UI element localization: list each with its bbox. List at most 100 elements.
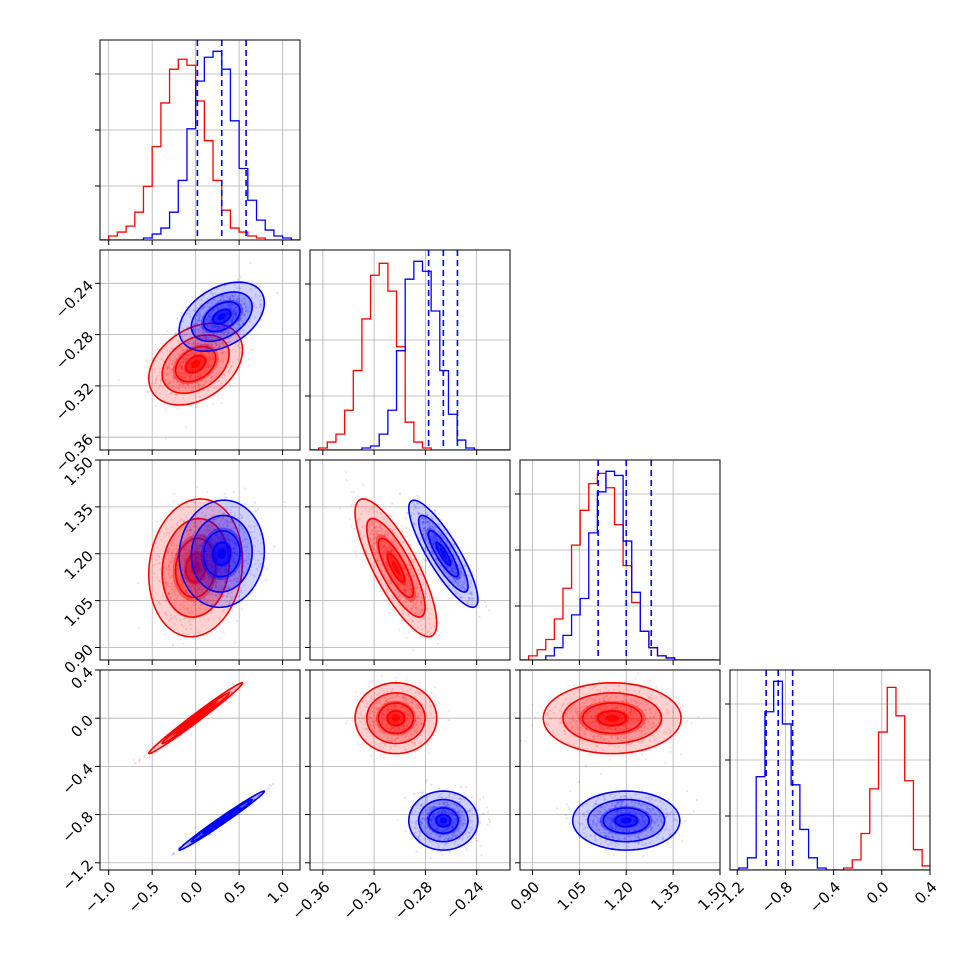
- sample-point: [216, 532, 219, 535]
- sample-point: [228, 329, 231, 332]
- sample-point: [204, 550, 207, 553]
- sample-point: [187, 328, 190, 331]
- sample-point: [456, 584, 459, 587]
- sample-point: [260, 304, 263, 307]
- sample-point: [186, 354, 189, 357]
- sample-point: [240, 608, 243, 611]
- sample-point: [243, 560, 246, 563]
- sample-point: [190, 585, 193, 589]
- sample-point: [225, 537, 228, 540]
- sample-point: [172, 385, 175, 388]
- sample-point: [201, 327, 204, 330]
- sample-point: [220, 566, 223, 569]
- sample-point: [433, 546, 436, 549]
- sample-point: [205, 337, 208, 340]
- sample-point: [191, 584, 195, 587]
- sample-point: [198, 396, 201, 399]
- sample-point: [214, 585, 217, 588]
- sample-point: [196, 546, 199, 549]
- sample-point: [360, 537, 363, 540]
- sample-point: [247, 358, 250, 361]
- sample-point: [185, 581, 188, 584]
- sample-point: [240, 299, 243, 302]
- sample-point: [190, 536, 193, 539]
- sample-point: [222, 512, 225, 515]
- sample-point: [245, 545, 248, 548]
- sample-point: [172, 388, 175, 391]
- sample-point: [165, 344, 168, 347]
- sample-point: [363, 534, 366, 537]
- sample-point: [424, 539, 427, 542]
- sample-point: [410, 609, 413, 612]
- sample-point: [239, 524, 242, 527]
- sample-point: [412, 558, 415, 561]
- sample-point: [220, 587, 223, 590]
- sample-point: [158, 374, 161, 377]
- sample-point: [225, 333, 228, 336]
- sample-point: [440, 535, 443, 538]
- sample-point: [190, 627, 193, 630]
- sample-point: [202, 566, 205, 569]
- sample-point: [215, 573, 218, 576]
- sample-point: [164, 632, 167, 635]
- sample-point: [187, 549, 190, 552]
- sample-point: [180, 311, 184, 314]
- sample-point: [230, 299, 233, 302]
- sample-point: [229, 341, 232, 344]
- sample-point: [238, 317, 241, 320]
- sample-point: [208, 575, 211, 578]
- sample-point: [210, 575, 213, 578]
- sample-point: [385, 563, 388, 566]
- sample-point: [197, 383, 200, 386]
- sample-point: [205, 529, 208, 532]
- sample-point: [339, 507, 342, 510]
- sample-point: [215, 344, 218, 347]
- contour-red: [147, 498, 244, 638]
- sample-point: [454, 590, 457, 593]
- sample-point: [236, 278, 240, 281]
- sample-point: [225, 534, 228, 537]
- sample-point: [242, 557, 245, 560]
- sample-point: [380, 512, 383, 515]
- sample-point: [405, 600, 408, 604]
- sample-point: [412, 522, 416, 525]
- sample-point: [424, 517, 427, 520]
- sample-point: [228, 602, 231, 605]
- sample-point: [464, 587, 467, 590]
- sample-point: [427, 542, 430, 545]
- sample-point: [425, 521, 428, 524]
- sample-point: [210, 567, 213, 570]
- sample-point: [435, 538, 438, 541]
- sample-point: [221, 351, 224, 354]
- sample-point: [176, 521, 179, 524]
- sample-point: [422, 527, 425, 530]
- sample-point: [196, 376, 199, 379]
- contour-blue: [427, 529, 459, 578]
- sample-point: [226, 322, 229, 325]
- sample-point: [458, 573, 461, 576]
- sample-point: [414, 591, 417, 594]
- sample-point: [182, 554, 185, 557]
- sample-point: [227, 606, 230, 609]
- sample-point: [223, 323, 226, 326]
- sample-point: [181, 349, 184, 353]
- sample-point: [192, 329, 195, 332]
- sample-point: [258, 565, 261, 568]
- sample-point: [223, 373, 226, 376]
- sample-point: [206, 366, 209, 369]
- sample-point: [209, 567, 212, 570]
- sample-point: [180, 518, 183, 521]
- sample-point: [220, 584, 223, 587]
- sample-point: [221, 325, 224, 328]
- sample-point: [185, 544, 188, 548]
- sample-point: [458, 576, 461, 579]
- sample-point: [366, 496, 369, 500]
- sample-point: [185, 333, 188, 336]
- sample-point: [414, 606, 418, 609]
- sample-point: [220, 535, 223, 538]
- sample-point: [439, 534, 442, 537]
- sample-point: [444, 565, 448, 568]
- sample-point: [234, 544, 238, 547]
- sample-point: [384, 547, 388, 550]
- sample-point: [179, 360, 182, 363]
